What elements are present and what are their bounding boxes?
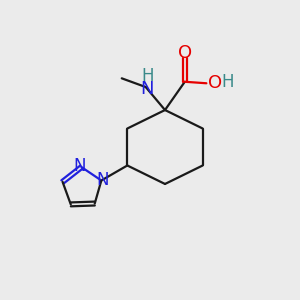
Text: N: N xyxy=(140,80,154,98)
Text: O: O xyxy=(208,74,222,92)
Text: O: O xyxy=(178,44,192,62)
Text: N: N xyxy=(74,158,86,175)
Text: H: H xyxy=(142,67,155,85)
Text: N: N xyxy=(97,172,109,190)
Text: H: H xyxy=(221,73,234,91)
